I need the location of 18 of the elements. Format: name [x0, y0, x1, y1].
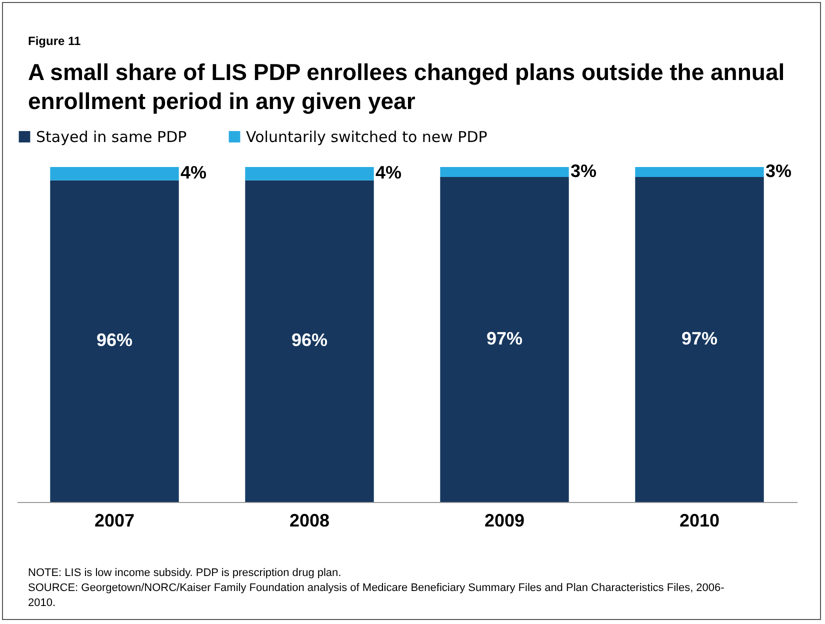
data-label: 3% — [766, 161, 792, 182]
x-tick-label: 2010 — [679, 510, 720, 530]
data-label: 97% — [681, 328, 718, 349]
source-note: SOURCE: Georgetown/NORC/Kaiser Family Foundation analysis of Medicare Beneficiary Summary Files and Plan Characteristics Files, 2006-2010. — [28, 581, 726, 611]
chart-subtitle: Figure 11 — [28, 34, 81, 48]
data-label: 3% — [570, 161, 597, 182]
chart-title: A small share of LIS PDP enrollees changed plans outside the annual enrollment period in any given year — [28, 58, 786, 116]
legend-label: Voluntarily switched to new PDP — [246, 128, 488, 146]
data-label: 4% — [180, 162, 207, 183]
text: NOTE: LIS is low income subsidy. PDP is prescription drug plan. — [28, 566, 342, 581]
x-tick-label: 2007 — [94, 510, 135, 530]
x-tick-label: 2008 — [289, 510, 330, 530]
data-label: 4% — [376, 162, 402, 183]
data-label: 96% — [291, 330, 328, 350]
data-label: 96% — [96, 330, 133, 350]
x-tick-label: 2009 — [484, 510, 525, 530]
data-label: 97% — [486, 328, 523, 349]
legend-label: Stayed in same PDP — [36, 128, 187, 146]
